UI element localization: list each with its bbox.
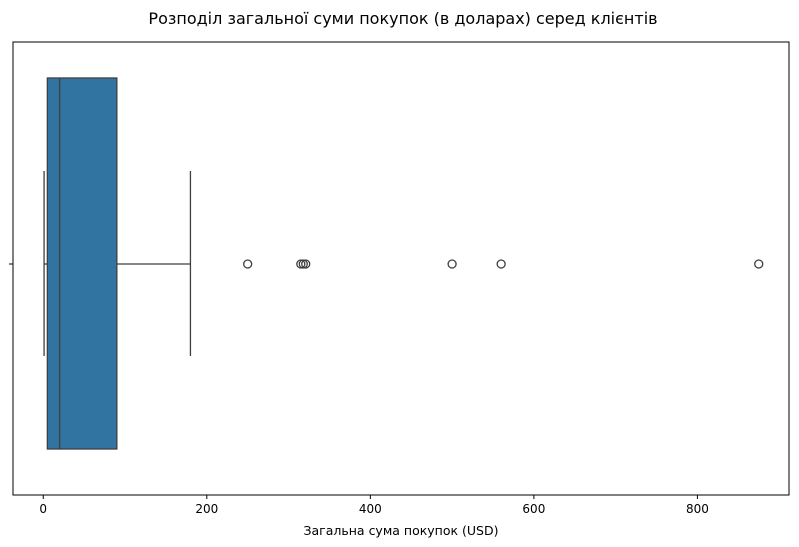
x-axis: 0 200 400 600 800	[39, 495, 709, 516]
outlier-point	[296, 259, 306, 269]
outlier-point	[447, 259, 457, 269]
outlier-point	[298, 259, 308, 269]
x-tick-label: 800	[686, 502, 709, 516]
x-tick-label: 200	[195, 502, 218, 516]
chart-title: Розподіл загальної суми покупок (в долар…	[148, 9, 657, 28]
outlier-point	[496, 259, 506, 269]
outlier-point	[754, 259, 764, 269]
iqr-box	[46, 77, 118, 450]
x-tick-label: 400	[359, 502, 382, 516]
outlier-point	[301, 259, 311, 269]
plot-frame	[12, 41, 790, 496]
x-tick-label: 600	[522, 502, 545, 516]
outlier-point	[243, 259, 253, 269]
plot-area	[43, 77, 764, 450]
x-tick-label: 0	[39, 502, 47, 516]
x-axis-label: Загальна сума покупок (USD)	[304, 523, 499, 538]
